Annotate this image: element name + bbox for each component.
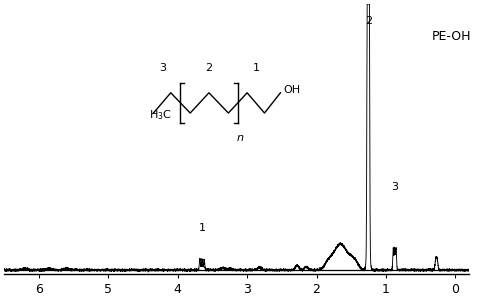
Text: 2: 2 [365,16,372,26]
Text: 1: 1 [253,62,260,73]
Text: H$_3$C: H$_3$C [149,109,171,122]
Text: OH: OH [283,85,300,95]
Text: 3: 3 [159,62,166,73]
Text: n: n [237,133,244,143]
Text: 1: 1 [199,223,205,233]
Text: PE-OH: PE-OH [432,30,471,43]
Text: 3: 3 [391,182,398,192]
Text: 2: 2 [205,62,213,73]
